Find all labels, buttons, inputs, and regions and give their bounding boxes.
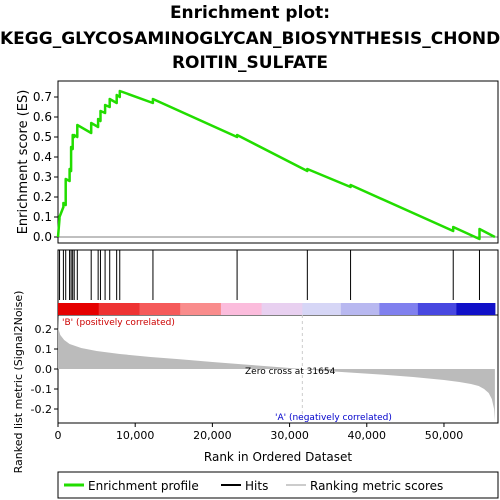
negative-correlation-label: 'A' (negatively correlated) — [275, 413, 392, 423]
legend-hits-label: Hits — [245, 479, 268, 493]
x-tick-label: 20,000 — [193, 429, 232, 442]
ranking-metric-scores — [58, 315, 495, 421]
legend-enrichment-label: Enrichment profile — [88, 479, 199, 493]
rank-color-bar — [58, 303, 496, 315]
metric-y-tick-label: 0.0 — [35, 363, 53, 376]
rank-x-axis: 0 10,000 20,000 30,000 40,000 50,000 — [55, 423, 464, 442]
rank-bar-segment — [340, 303, 380, 315]
metric-y-tick-label: 0.1 — [35, 343, 53, 356]
metric-area — [58, 315, 495, 423]
es-y-tick-label: 0.2 — [33, 190, 52, 204]
rank-bar-segment — [261, 303, 303, 315]
legend-metric-label: Ranking metric scores — [310, 479, 443, 493]
enrichment-profile-path — [56, 89, 496, 241]
positive-correlation-label: 'B' (positively correlated) — [62, 318, 175, 328]
x-tick-label: 40,000 — [348, 429, 387, 442]
hit-marks — [59, 250, 480, 300]
es-y-tick-label: 0.5 — [33, 130, 52, 144]
plot-title-line-1: Enrichment plot: — [169, 3, 331, 23]
x-tick-label: 50,000 — [425, 429, 464, 442]
es-y-tick-label: 0.7 — [33, 90, 52, 104]
x-tick-label: 30,000 — [270, 429, 309, 442]
x-tick-label: 10,000 — [116, 429, 155, 442]
es-y-tick-label: 0.1 — [33, 210, 52, 224]
rank-bar-segment — [220, 303, 263, 315]
es-y-tick-label: 0.0 — [33, 230, 52, 244]
metric-axis-title: Ranked list metric (Signal2Noise) — [12, 291, 25, 474]
legend-frame — [57, 471, 499, 499]
enrichment-profile-line — [56, 89, 498, 241]
metric-y-tick-label: -0.1 — [31, 383, 52, 396]
rank-bar-segment — [417, 303, 457, 315]
es-panel-frame — [57, 80, 499, 244]
es-y-tick-label: 0.4 — [33, 150, 52, 164]
plot-title-line-2: KEGG_GLYCOSAMINOGLYCAN_BIOSYNTHESIS_CHON… — [0, 29, 500, 49]
legend: Enrichment profile Hits Ranking metric s… — [57, 471, 499, 499]
metric-y-tick-label: -0.2 — [31, 403, 52, 416]
rank-bar-segment — [98, 303, 140, 315]
es-y-tick-label: 0.6 — [33, 110, 52, 124]
es-y-tick-label: 0.3 — [33, 170, 52, 184]
plot-title-line-3: ROITIN_SULFATE — [171, 53, 329, 73]
rank-bar-segment — [139, 303, 181, 315]
x-axis-title: Rank in Ordered Dataset — [204, 450, 352, 464]
rank-bar-segment — [58, 303, 100, 315]
rank-bar-segment — [180, 303, 222, 315]
es-axis-title: Enrichment score (ES) — [16, 90, 31, 235]
rank-bar-segment — [379, 303, 419, 315]
zero-cross-label: Zero cross at 31654 — [245, 367, 336, 377]
x-tick-label: 0 — [55, 429, 62, 442]
es-y-axis: 0.0 0.1 0.2 0.3 0.4 0.5 0.6 0.7 — [33, 90, 58, 244]
rank-bar-segment — [456, 303, 496, 315]
metric-y-axis: -0.2 -0.1 0.0 0.1 0.2 — [31, 323, 58, 416]
rank-bar-segment — [302, 303, 342, 315]
metric-y-tick-label: 0.2 — [35, 323, 53, 336]
